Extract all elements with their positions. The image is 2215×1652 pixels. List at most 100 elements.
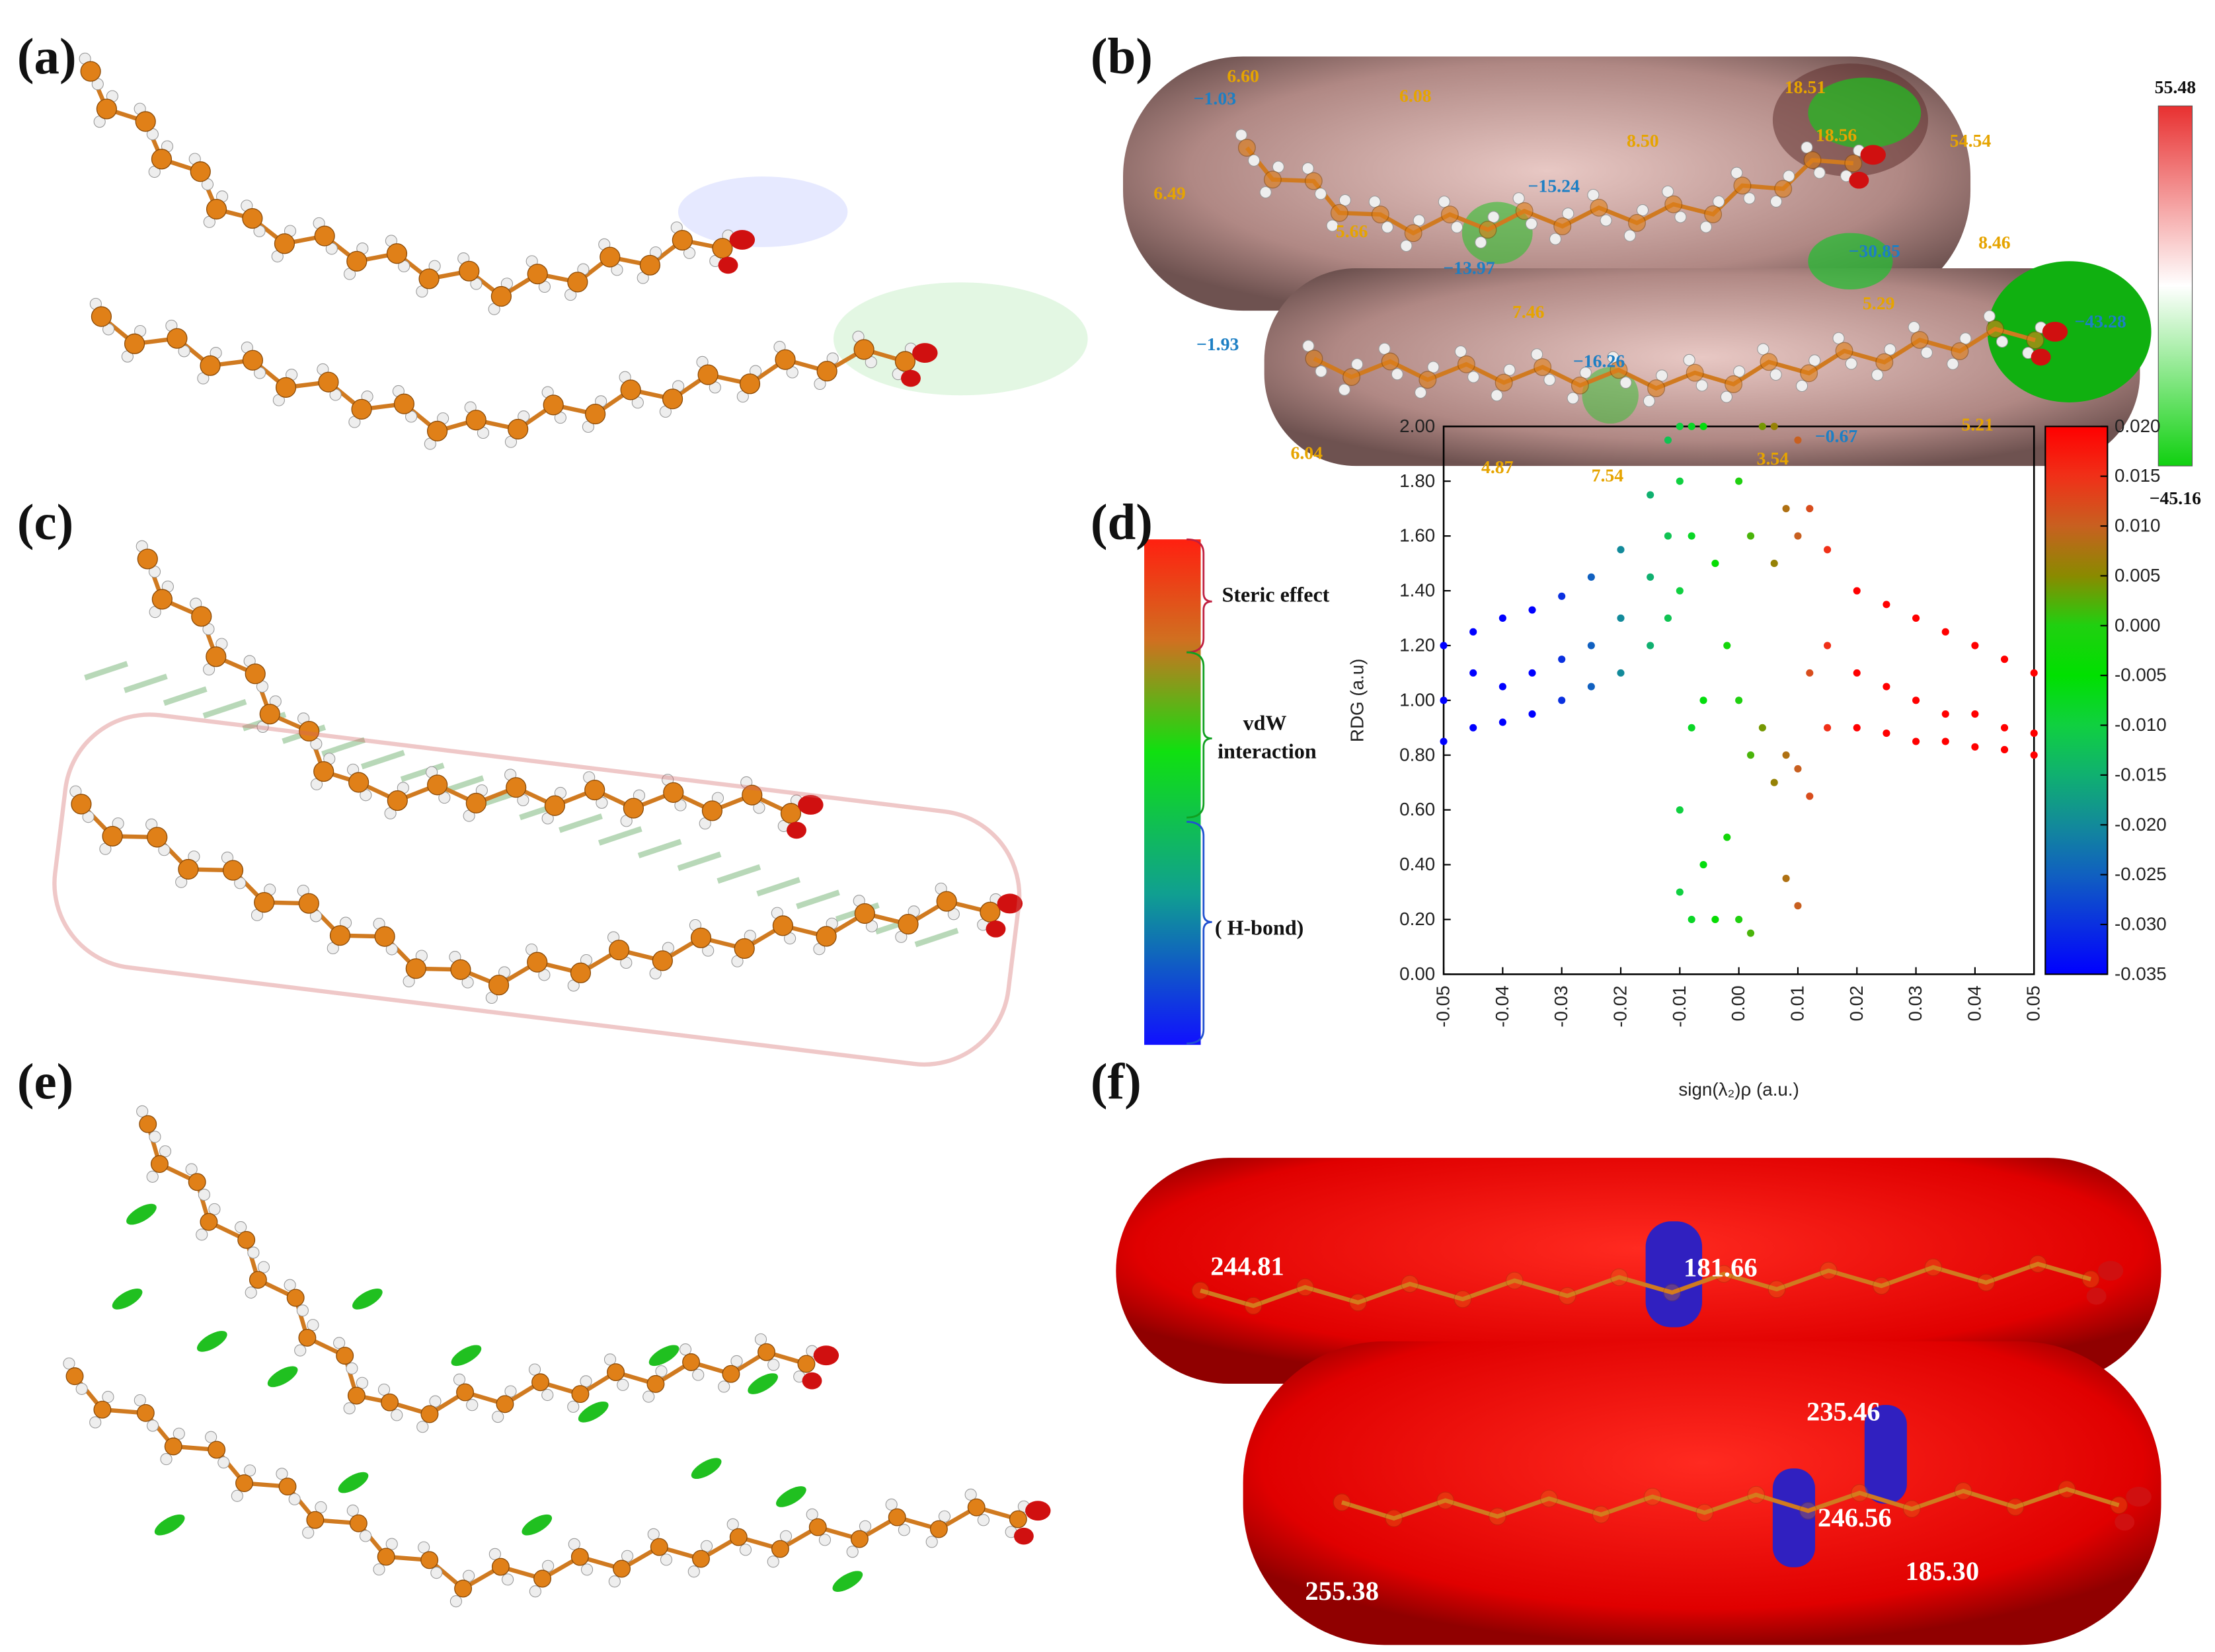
carbon (206, 646, 227, 667)
carbon (1910, 330, 1929, 349)
carbon (167, 328, 188, 349)
carbon (65, 1367, 84, 1386)
hydrogen (247, 1246, 260, 1259)
data-point (1971, 710, 1979, 718)
carbon (1774, 180, 1793, 198)
carbon (742, 784, 763, 806)
carbon (729, 1528, 748, 1546)
hydrogen (1683, 354, 1695, 366)
carbon (1686, 363, 1704, 382)
hydrogen (1491, 389, 1503, 402)
carbon (1803, 151, 1822, 169)
esp-value: 8.50 (1627, 131, 1659, 151)
carbon (245, 663, 266, 685)
esp-extreme-value: 181.66 (1684, 1253, 1758, 1283)
hydrogen (1531, 348, 1543, 361)
nci-isosurface (832, 1571, 863, 1592)
carbon (1799, 1501, 1818, 1520)
oxygen (787, 821, 806, 839)
hydrogen (938, 1510, 951, 1522)
carbon (1610, 1268, 1629, 1287)
data-point (1558, 592, 1566, 600)
y-tick-label: 1.40 (1399, 580, 1435, 601)
carbon (249, 1271, 267, 1289)
surface-lower (1264, 268, 2140, 467)
carbon (381, 1393, 399, 1411)
carbon (650, 1538, 668, 1556)
colorbar-tick-label: -0.030 (2115, 914, 2167, 934)
hydrogen (1467, 371, 1480, 383)
nci-isosurface (163, 686, 208, 706)
data-point (1824, 724, 1832, 732)
hydrogen (492, 1410, 504, 1423)
hydrogen (453, 1373, 466, 1386)
data-point (1853, 724, 1861, 732)
esp-value: 5.29 (1863, 293, 1895, 314)
colorbar-tick-label: -0.005 (2115, 665, 2167, 685)
hydrogen (501, 1573, 514, 1586)
panel-label: (a) (17, 28, 77, 85)
x-tick-label: 0.00 (1728, 985, 1748, 1021)
data-point (1782, 505, 1790, 513)
hydrogen (580, 1563, 594, 1576)
oxygen (802, 1372, 822, 1390)
data-point (1746, 751, 1755, 759)
carbon (1664, 195, 1683, 213)
oxygen (2097, 1261, 2124, 1281)
carbon (1385, 1509, 1403, 1528)
carbon (1875, 353, 1894, 371)
carbon (607, 1363, 625, 1382)
carbon (491, 1558, 510, 1576)
hydrogen (754, 1333, 767, 1346)
hydrogen (231, 1489, 243, 1502)
carbon (1628, 213, 1646, 232)
data-point (1770, 422, 1778, 430)
nci-isosurface (338, 1472, 369, 1493)
carbon (387, 790, 408, 811)
hydrogen (1454, 345, 1467, 358)
colorbar-max: 55.48 (2155, 77, 2196, 98)
carbon (450, 959, 471, 980)
hydrogen (1368, 196, 1381, 208)
hydrogen (1769, 195, 1783, 207)
hydrogen (346, 1362, 358, 1374)
carbon (314, 225, 335, 246)
carbon (1404, 224, 1422, 243)
hydrogen (580, 1375, 592, 1388)
esp-value: 54.54 (1950, 131, 1992, 151)
carbon (816, 361, 837, 382)
carbon (1349, 1293, 1367, 1312)
hydrogen (1272, 161, 1285, 173)
hydrogen (1381, 221, 1394, 233)
carbon (1872, 1277, 1890, 1295)
hydrogen (603, 1353, 617, 1366)
hydrogen (1302, 162, 1314, 174)
nci-isosurface (400, 763, 445, 782)
carbon (609, 940, 630, 961)
data-point (1498, 718, 1506, 726)
panel-label: (c) (17, 494, 73, 550)
carbon (758, 1343, 776, 1361)
carbon (531, 1373, 550, 1392)
carbon (1418, 371, 1437, 389)
carbon (734, 938, 755, 959)
hydrogen (385, 1538, 398, 1550)
y-axis-label: RDG (a.u) (1346, 659, 1367, 743)
data-point (1912, 737, 1920, 745)
carbon (1733, 176, 1752, 195)
hydrogen (1487, 211, 1500, 223)
carbon (137, 548, 158, 570)
x-tick-label: -0.03 (1551, 985, 1571, 1027)
carbon (1571, 376, 1589, 394)
data-point (1941, 737, 1949, 745)
carbon (739, 373, 761, 394)
carbon (936, 891, 957, 912)
hydrogen (391, 1409, 403, 1421)
hydrogen (700, 1540, 713, 1552)
hydrogen (488, 1548, 501, 1560)
carbon (850, 1530, 869, 1548)
oxygen (997, 893, 1023, 914)
carbon (662, 389, 683, 410)
hydrogen (89, 1416, 102, 1429)
hydrogen (146, 1419, 159, 1432)
